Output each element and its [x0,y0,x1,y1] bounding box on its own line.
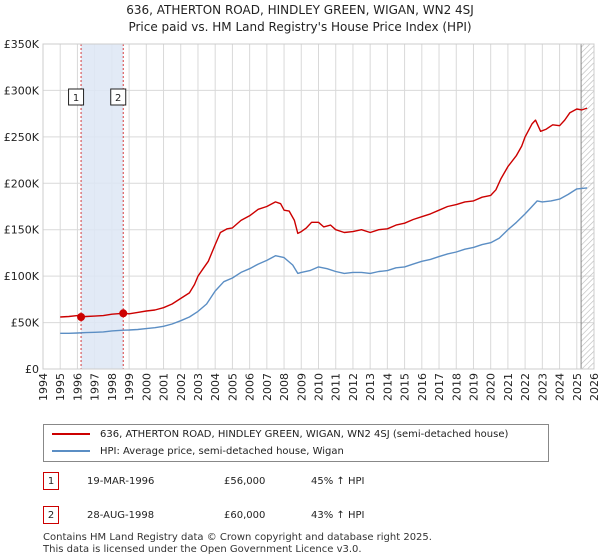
y-tick-label: £100K [4,270,40,283]
legend-label-property: 636, ATHERTON ROAD, HINDLEY GREEN, WIGAN… [100,429,509,440]
x-tick-label: 1995 [54,373,67,401]
x-tick-label: 2025 [571,373,584,401]
legend-swatch-hpi [52,450,90,452]
x-tick-label: 2010 [313,373,326,401]
transaction-price: £56,000 [224,476,266,487]
footer-line-1: Contains HM Land Registry data © Crown c… [43,532,432,543]
x-tick-label: 2000 [140,373,153,401]
y-tick-label: £300K [4,84,40,97]
transaction-badge: 2 [43,506,59,524]
x-tick-label: 2024 [554,373,567,401]
sale-label-box [110,88,127,106]
transaction-badge: 1 [43,472,59,490]
x-tick-label: 2002 [175,373,188,401]
sale-point [77,313,86,321]
x-tick-label: 2001 [158,373,171,401]
y-tick-label: £0 [25,363,39,376]
transaction-date: 28-AUG-1998 [87,510,155,521]
x-tick-label: 2015 [399,373,412,401]
property-series-line [60,107,588,318]
x-tick-label: 2012 [347,373,360,401]
y-tick-label: £50K [11,317,40,330]
legend: 636, ATHERTON ROAD, HINDLEY GREEN, WIGAN… [43,424,549,462]
y-tick-label: £250K [4,131,40,144]
sale-label-box [68,88,85,106]
x-tick-label: 1998 [106,373,119,401]
sale-label: 2 [115,93,121,104]
x-tick-label: 2022 [519,373,532,401]
footer: Contains HM Land Registry data © Crown c… [43,532,432,556]
x-tick-label: 2008 [278,373,291,401]
transaction-hpi: 43% ↑ HPI [311,510,365,521]
x-tick-label: 1997 [89,373,102,401]
transaction-hpi: 45% ↑ HPI [311,476,365,487]
footer-line-2: This data is licensed under the Open Gov… [43,544,362,555]
x-tick-label: 2013 [364,373,377,401]
x-tick-label: 2005 [226,373,239,401]
x-tick-label: 2016 [416,373,429,401]
x-tick-label: 2009 [295,373,308,401]
y-tick-label: £350K [4,38,40,51]
forecast-hatch [581,44,594,369]
chart-title: 636, ATHERTON ROAD, HINDLEY GREEN, WIGAN… [0,2,600,36]
x-tick-label: 2023 [536,373,549,401]
y-tick-label: £150K [4,224,40,237]
x-tick-label: 2007 [261,373,274,401]
x-tick-label: 2018 [450,373,463,401]
legend-label-hpi: HPI: Average price, semi-detached house,… [100,446,344,457]
grid-layer [42,43,595,370]
legend-item-hpi: HPI: Average price, semi-detached house,… [52,444,344,460]
sale-label: 1 [73,93,79,104]
title-line-1: 636, ATHERTON ROAD, HINDLEY GREEN, WIGAN… [126,3,474,17]
title-line-2: Price paid vs. HM Land Registry's House … [128,20,472,34]
x-tick-label: 2026 [588,373,600,401]
sale-point [119,309,128,318]
x-tick-label: 2004 [209,373,222,401]
x-tick-label: 1994 [37,373,50,401]
y-tick-label: £200K [4,177,40,190]
x-tick-label: 2006 [244,373,257,401]
x-tick-label: 1999 [123,373,136,401]
axes-layer: £0 £50K £100K £150K £200K £250K £300K £350K 1994… [4,38,600,401]
plot-frame [42,43,595,370]
x-tick-label: 1996 [71,373,84,401]
hpi-series-line [60,187,588,334]
x-tick-label: 2021 [502,373,515,401]
transaction-date: 19-MAR-1996 [87,476,155,487]
series-layer [60,107,588,334]
x-tick-label: 2003 [192,373,205,401]
x-tick-label: 2020 [485,373,498,401]
x-tick-label: 2011 [330,373,343,401]
x-tick-label: 2019 [467,373,480,401]
legend-swatch-property [52,433,90,435]
legend-item-property: 636, ATHERTON ROAD, HINDLEY GREEN, WIGAN… [52,427,508,443]
x-tick-label: 2017 [433,373,446,401]
transaction-price: £60,000 [224,510,266,521]
x-tick-label: 2014 [381,373,394,401]
